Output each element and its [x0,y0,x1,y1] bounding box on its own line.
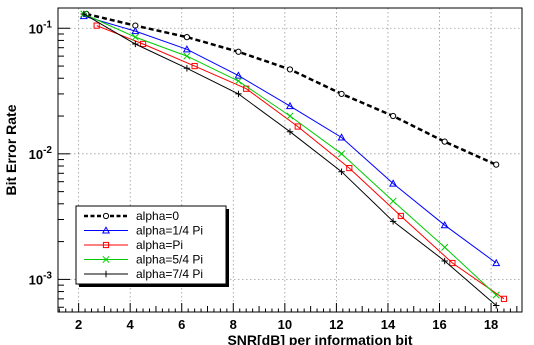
data-point [449,259,456,267]
data-point [139,40,147,48]
data-point [440,221,449,229]
data-point [235,90,242,98]
x-tick-label: 16 [432,317,446,332]
data-point [492,291,500,299]
data-point [500,295,508,302]
data-point [285,101,295,110]
y-tick-label: 10-2 [29,145,53,162]
data-point [338,168,345,175]
x-tick-label: 12 [329,317,343,332]
legend-entry: alpha=7/4 Pi [84,267,203,281]
legend-marker [102,241,110,249]
legend-marker [102,270,110,278]
series-group [79,10,508,309]
axes: 2 4 6 8 10 12 14 16 18 10-3 10-2 10-1 [29,19,518,332]
x-tick-label: 4 [127,317,135,332]
data-point [337,133,346,141]
x-tick-label: 14 [381,317,396,332]
y-tick-label: 10-1 [29,19,53,36]
data-point [286,66,294,73]
series-2 [93,22,508,302]
series-3 [80,10,500,299]
x-tick-label: 6 [178,317,185,332]
legend-label: alpha=Pi [136,238,183,252]
data-point [131,26,140,35]
data-point [493,161,500,168]
data-point [234,77,242,85]
data-point [338,150,346,158]
legend-entry: alpha=1/4 Pi [84,224,203,238]
series-0 [83,10,500,168]
data-point [441,243,449,251]
x-axis-title: SNR[dB] per information bit [227,332,412,345]
legend-entry: alpha=Pi [84,238,183,252]
data-point [389,179,398,187]
data-point [183,65,191,72]
data-point [389,218,397,225]
data-point [390,112,397,120]
legend-label: alpha=5/4 Pi [136,253,203,267]
x-tick-label: 2 [75,317,82,332]
data-point [397,212,404,220]
y-tick-label: 10-3 [29,270,53,287]
data-point [492,258,501,267]
legend-marker [101,226,111,234]
y-axis-title: Bit Error Rate [3,104,19,195]
data-point [441,138,448,145]
series-4 [80,10,500,309]
legend-entry: alpha=0 [84,209,179,223]
data-point [132,40,139,48]
series-line [96,25,505,300]
data-point [131,33,139,41]
legend-label: alpha=1/4 Pi [136,224,203,238]
data-point [294,123,301,130]
legend-marker [102,255,110,264]
legend-entry: alpha=5/4 Pi [84,253,203,267]
series-line [83,15,497,264]
data-point [80,10,87,18]
data-point [235,48,242,55]
data-point [93,22,100,29]
data-point [183,52,191,60]
data-point [191,62,198,70]
legend-label: alpha=7/4 Pi [136,267,203,281]
data-point [338,90,345,98]
data-point [441,257,448,265]
data-point [286,128,294,135]
data-point [493,302,500,309]
legend-marker [102,212,110,220]
data-point [389,197,397,205]
x-tick-label: 18 [484,317,498,332]
data-point [182,45,191,53]
x-tick-label: 10 [278,317,292,332]
data-point [286,112,294,120]
legend-label: alpha=0 [136,209,179,223]
data-point [346,164,353,172]
data-point [183,34,190,41]
x-tick-label: 8 [230,317,237,332]
data-point [234,71,243,79]
